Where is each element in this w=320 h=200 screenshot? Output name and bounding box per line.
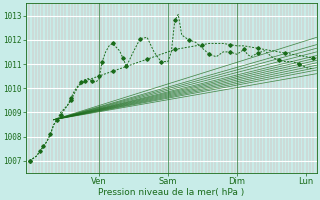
X-axis label: Pression niveau de la mer( hPa ): Pression niveau de la mer( hPa )	[98, 188, 244, 197]
